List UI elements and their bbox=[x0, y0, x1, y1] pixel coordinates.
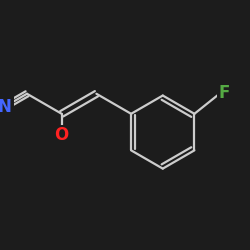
Text: O: O bbox=[54, 126, 69, 144]
Text: F: F bbox=[218, 84, 230, 102]
Text: N: N bbox=[0, 98, 12, 116]
